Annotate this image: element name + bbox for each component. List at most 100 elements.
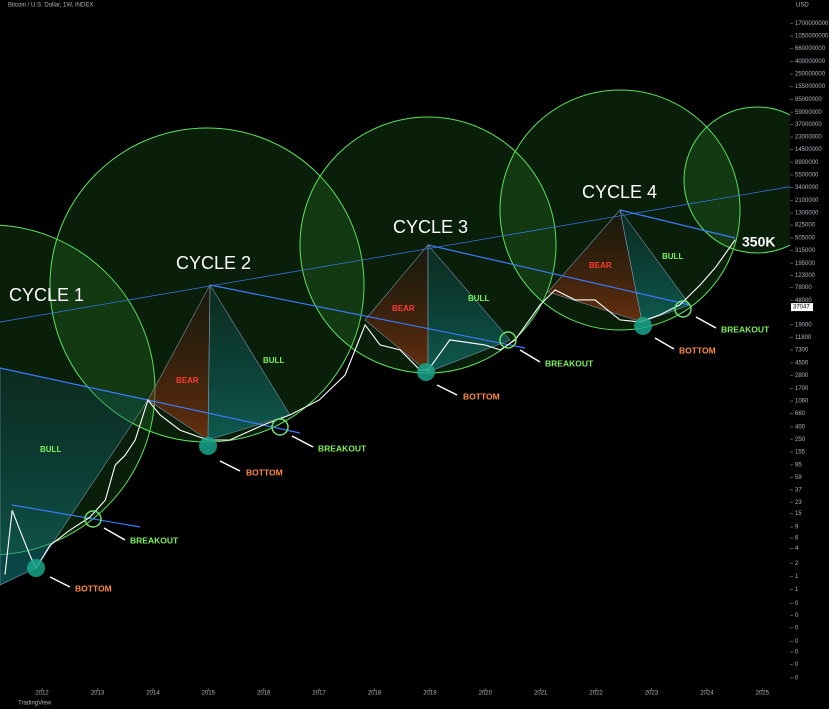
y-tick-label: 315000 xyxy=(795,248,816,254)
annotation: CYCLE 2 xyxy=(176,253,251,273)
trend-line xyxy=(427,244,691,306)
x-tick-label: 2025 xyxy=(756,691,770,697)
annotation: BOTTOM xyxy=(246,467,283,477)
price-line xyxy=(4,239,736,575)
y-tick-label: 0 xyxy=(795,662,799,668)
y-tick-label: 660 xyxy=(795,411,806,417)
arrow xyxy=(695,316,717,329)
x-tick-label: 2015 xyxy=(202,691,216,697)
x-tick-label: 2019 xyxy=(423,691,437,697)
y-tick-label: 825000 xyxy=(795,223,816,229)
arrow xyxy=(49,576,71,588)
y-tick-label: 9 xyxy=(795,525,799,531)
x-tick-label: 2024 xyxy=(700,691,714,697)
annotation: BEAR xyxy=(176,376,199,385)
y-tick-label: 1300000 xyxy=(795,211,819,217)
series-name: Bitcoin / U.S. Dollar, 1W, INDEX xyxy=(8,3,93,9)
trend-line xyxy=(619,209,736,239)
y-tick-label: 1060 xyxy=(795,399,809,405)
x-tick-label: 2020 xyxy=(479,691,493,697)
bull-area xyxy=(427,244,511,373)
annotation: BOTTOM xyxy=(75,583,112,593)
y-tick-label: 0 xyxy=(795,676,799,682)
last-price-box xyxy=(791,303,813,312)
y-tick-label: 1700000000 xyxy=(795,21,829,27)
annotation: BREAKOUT xyxy=(318,443,367,453)
y-tick-label: 95 xyxy=(795,462,802,468)
arrows xyxy=(49,316,717,588)
y-tick-label: 7300 xyxy=(795,348,809,354)
x-tick-label: 2012 xyxy=(35,691,49,697)
bottom-marker xyxy=(199,437,217,455)
y-tick-label: 19000 xyxy=(795,322,812,328)
y-tick-label: 195000 xyxy=(795,261,816,267)
breakout-marker xyxy=(271,418,289,436)
y-tick-label: 23000000 xyxy=(795,135,822,141)
annotation: CYCLE 3 xyxy=(393,217,468,237)
annotation: BEAR xyxy=(589,261,612,270)
y-tick-label: 155000000 xyxy=(795,84,826,90)
y-tick-label: 14500000 xyxy=(795,147,822,153)
annotation: BULL xyxy=(468,294,489,303)
trend-line xyxy=(0,179,829,323)
y-tick-label: 250 xyxy=(795,437,806,443)
breakout-marker xyxy=(674,300,692,318)
footer: TradingView xyxy=(18,701,52,707)
arrow xyxy=(219,460,241,472)
y-tick-label: 0 xyxy=(795,613,799,619)
y-tick-label: 23 xyxy=(795,500,802,506)
markers xyxy=(27,300,692,577)
arrow xyxy=(103,527,126,541)
y-tick-label: 48000 xyxy=(795,298,812,304)
x-tick-label: 2023 xyxy=(645,691,659,697)
annotation: BOTTOM xyxy=(463,391,500,401)
annotation: BULL xyxy=(263,356,284,365)
y-tick-label: 2100000 xyxy=(795,198,819,204)
y-tick-label: 0 xyxy=(795,650,799,656)
trend-lines xyxy=(0,179,829,528)
annotation: BREAKOUT xyxy=(721,324,770,334)
y-tick-label: 78000 xyxy=(795,285,812,291)
y-tick-label: 37000000 xyxy=(795,122,822,128)
x-tick-label: 2016 xyxy=(257,691,271,697)
x-tick-label: 2022 xyxy=(589,691,603,697)
y-tick-label: 123000 xyxy=(795,273,816,279)
annotation: BULL xyxy=(40,445,61,454)
trend-line xyxy=(0,367,301,434)
x-tick-label: 2018 xyxy=(368,691,382,697)
y-tick-label: 400000000 xyxy=(795,59,826,65)
x-tick-label: 2014 xyxy=(146,691,160,697)
y-tick-label: 3400000 xyxy=(795,185,819,191)
y-tick-label: 6 xyxy=(795,535,799,541)
bull-area xyxy=(619,209,691,323)
y-tick-label: 4500 xyxy=(795,360,809,366)
arrow xyxy=(654,337,675,350)
y-tick-label: 0 xyxy=(795,625,799,631)
y-tick-label: 0 xyxy=(795,601,799,607)
annotation: BOTTOM xyxy=(679,345,716,355)
y-tick-label: 11800 xyxy=(795,335,812,341)
y-tick-label: 2800 xyxy=(795,373,809,379)
x-tick-label: 2013 xyxy=(91,691,105,697)
trend-line xyxy=(11,504,141,528)
x-tick-label: 2017 xyxy=(312,691,326,697)
annotation: BREAKOUT xyxy=(130,535,179,545)
breakout-marker xyxy=(84,510,102,528)
last-price-label: 37047 xyxy=(793,305,810,311)
x-tick-label: 2021 xyxy=(534,691,548,697)
bottom-marker xyxy=(27,559,45,577)
currency: USD xyxy=(796,3,809,9)
y-tick-label: 37 xyxy=(795,487,802,493)
y-tick-label: 250000000 xyxy=(795,72,826,78)
arrow xyxy=(519,349,541,363)
annotation: BULL xyxy=(662,252,683,261)
y-tick-label: 1700 xyxy=(795,386,809,392)
y-tick-label: 1 xyxy=(795,587,799,593)
price-axis xyxy=(790,0,829,690)
bottom-marker xyxy=(417,363,435,381)
y-tick-label: 95000000 xyxy=(795,97,822,103)
y-tick-label: 1 xyxy=(795,574,799,580)
y-tick-label: 15 xyxy=(795,511,802,517)
annotation: CYCLE 4 xyxy=(582,182,657,202)
